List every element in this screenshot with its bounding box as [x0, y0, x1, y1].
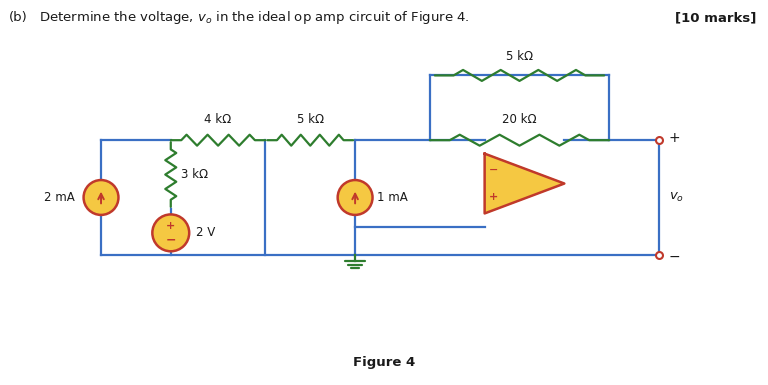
Circle shape — [152, 214, 189, 251]
Text: Figure 4: Figure 4 — [353, 356, 415, 369]
Text: +: + — [488, 192, 498, 202]
Text: 2 mA: 2 mA — [45, 191, 75, 204]
Polygon shape — [485, 154, 564, 213]
Circle shape — [84, 180, 118, 215]
Text: 20 kΩ: 20 kΩ — [502, 113, 537, 126]
Text: 3 kΩ: 3 kΩ — [180, 168, 208, 181]
Text: −: − — [166, 233, 176, 246]
Text: (b): (b) — [9, 11, 28, 24]
Text: 4 kΩ: 4 kΩ — [204, 113, 232, 126]
Text: [10 marks]: [10 marks] — [675, 11, 756, 24]
Text: 1 mA: 1 mA — [377, 191, 408, 204]
Circle shape — [338, 180, 372, 215]
Text: +: + — [166, 221, 175, 231]
Text: −: − — [488, 165, 498, 175]
Text: Determine the voltage, $v_o$ in the ideal op amp circuit of Figure 4.: Determine the voltage, $v_o$ in the idea… — [39, 9, 470, 26]
Text: $v_o$: $v_o$ — [669, 191, 684, 204]
Text: 2 V: 2 V — [196, 226, 215, 239]
Text: +: + — [669, 131, 680, 145]
Text: 5 kΩ: 5 kΩ — [506, 50, 533, 64]
Text: 5 kΩ: 5 kΩ — [296, 113, 324, 126]
Text: −: − — [669, 250, 680, 264]
